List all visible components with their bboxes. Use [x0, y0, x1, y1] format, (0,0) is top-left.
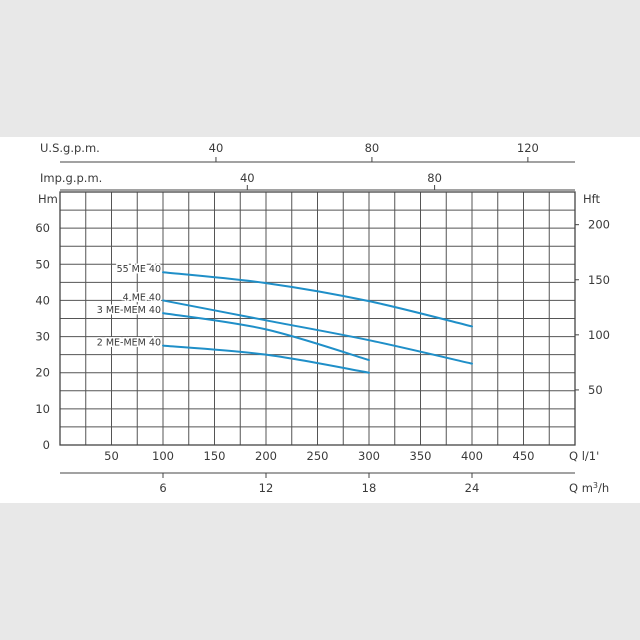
top-flow-scales: U.S.g.p.m. Imp.g.p.m.	[40, 141, 575, 191]
bottom-tick-label: 200	[255, 449, 277, 463]
left-tick-label: 10	[35, 402, 50, 416]
right-tick-label: 50	[588, 383, 603, 397]
left-tick-label: 30	[35, 330, 50, 344]
series-curve	[162, 344, 370, 374]
series-label: 2 ME-MEM 40	[97, 338, 161, 349]
left-axis-label: Hm	[38, 192, 58, 206]
series-label: 55 ME 40	[117, 264, 161, 275]
bottom-axis-label-m3h: Q m3/h	[569, 481, 609, 496]
right-tick-label: 150	[588, 273, 610, 287]
bottom-tick-label: 150	[204, 449, 226, 463]
bottom-tick-label: 350	[410, 449, 432, 463]
tick-labels: 0 10 20 30 40 50 60 50 100 150 200 50 100 150 200 250 30…	[35, 141, 610, 495]
left-tick-label: 40	[35, 293, 50, 307]
bottom-tick-label: 100	[152, 449, 174, 463]
bottom-axis-label-lmin: Q l/1'	[569, 449, 599, 463]
grid	[60, 192, 575, 445]
pump-curve-chart: U.S.g.p.m. Imp.g.p.m. Hm Hft Q l/1' Q m3…	[35, 141, 610, 496]
impgpm-axis-label: Imp.g.p.m.	[40, 171, 102, 185]
left-tick-label: 20	[35, 366, 50, 380]
impgpm-tick-label: 40	[240, 171, 255, 185]
usgpm-tick-label: 40	[209, 141, 224, 155]
series-curve	[162, 271, 473, 328]
left-tick-label: 60	[35, 221, 50, 235]
right-axis-label: Hft	[583, 192, 600, 206]
right-tick-label: 100	[588, 328, 610, 342]
series-curve	[162, 299, 473, 365]
m3h-tick-label: 12	[259, 481, 274, 495]
left-tick-label: 0	[43, 438, 50, 452]
bottom-tick-label: 300	[358, 449, 380, 463]
left-tick-label: 50	[35, 257, 50, 271]
impgpm-tick-label: 80	[427, 171, 442, 185]
series-curve	[162, 312, 370, 362]
m3h-tick-label: 24	[465, 481, 480, 495]
m3h-tick-label: 18	[362, 481, 377, 495]
usgpm-axis-label: U.S.g.p.m.	[40, 141, 100, 155]
bottom-tick-label: 250	[307, 449, 329, 463]
bottom-tick-label: 400	[461, 449, 483, 463]
usgpm-tick-label: 80	[365, 141, 380, 155]
bottom-tick-label: 450	[513, 449, 535, 463]
plot-frame	[59, 191, 576, 446]
right-tick-label: 200	[588, 218, 610, 232]
series-label: 3 ME-MEM 40	[97, 305, 161, 316]
series-curves: 55 ME 40 4 ME 40 3 ME-MEM 40 2 ME-MEM 40	[95, 263, 473, 374]
usgpm-tick-label: 120	[517, 141, 539, 155]
m3h-tick-label: 6	[159, 481, 166, 495]
bottom-tick-label: 50	[104, 449, 119, 463]
chart-panel: U.S.g.p.m. Imp.g.p.m. Hm Hft Q l/1' Q m3…	[0, 137, 640, 503]
series-label: 4 ME 40	[123, 292, 161, 303]
